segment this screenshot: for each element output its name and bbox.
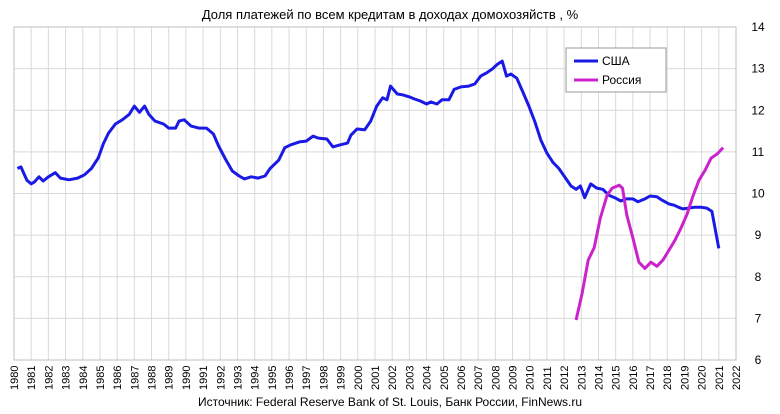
y-tick-label: 14 — [751, 20, 765, 34]
x-tick-label: 2012 — [559, 366, 571, 390]
x-tick-label: 1986 — [112, 366, 124, 390]
x-tick-label: 2022 — [731, 366, 743, 390]
x-tick-label: 2000 — [353, 366, 365, 390]
y-tick-label: 10 — [751, 187, 765, 201]
x-tick-label: 2018 — [662, 366, 674, 390]
x-tick-label: 1980 — [9, 366, 21, 390]
x-tick-label: 1985 — [95, 366, 107, 390]
source-note: Источник: Federal Reserve Bank of St. Lo… — [198, 395, 582, 409]
x-tick-label: 1997 — [301, 366, 313, 390]
x-tick-label: 1998 — [318, 366, 330, 390]
x-tick-label: 1987 — [129, 366, 141, 390]
x-tick-label: 2019 — [679, 366, 691, 390]
x-tick-label: 1991 — [198, 366, 210, 390]
x-tick-label: 2011 — [542, 366, 554, 390]
x-tick-label: 1993 — [232, 366, 244, 390]
x-tick-label: 2017 — [645, 366, 657, 390]
x-tick-label: 1984 — [78, 366, 90, 390]
x-tick-label: 1999 — [336, 366, 348, 390]
y-tick-label: 7 — [755, 311, 762, 325]
x-tick-label: 2021 — [714, 366, 726, 390]
x-tick-label: 2009 — [508, 366, 520, 390]
x-tick-label: 1989 — [164, 366, 176, 390]
x-tick-label: 2005 — [439, 366, 451, 390]
x-tick-label: 1990 — [181, 366, 193, 390]
y-tick-label: 11 — [752, 145, 765, 159]
legend-box — [565, 47, 667, 93]
y-tick-label: 13 — [751, 62, 765, 76]
x-tick-label: 1995 — [267, 366, 279, 390]
y-tick-label: 8 — [755, 270, 762, 284]
legend-label: США — [602, 54, 630, 68]
x-tick-label: 1983 — [61, 366, 73, 390]
x-tick-label: 2013 — [576, 366, 588, 390]
x-tick-label: 2007 — [473, 366, 485, 390]
y-tick-label: 9 — [755, 228, 762, 242]
x-tick-label: 2014 — [593, 366, 605, 390]
x-tick-label: 1988 — [147, 366, 159, 390]
chart-title: Доля платежей по всем кредитам в доходах… — [202, 7, 579, 22]
x-tick-label: 2006 — [456, 366, 468, 390]
legend-label: Россия — [602, 73, 641, 87]
series-line — [16, 59, 721, 249]
x-tick-label: 2001 — [370, 366, 382, 390]
x-tick-label: 2016 — [628, 366, 640, 390]
x-tick-label: 2004 — [422, 366, 434, 390]
x-tick-label: 1982 — [43, 366, 55, 390]
x-tick-label: 2008 — [490, 366, 502, 390]
y-tick-label: 6 — [755, 353, 762, 367]
x-tick-label: 2010 — [525, 366, 537, 390]
x-tick-label: 1981 — [26, 366, 38, 390]
x-tick-label: 2020 — [697, 366, 709, 390]
y-tick-label: 12 — [751, 103, 765, 117]
x-tick-label: 1994 — [250, 366, 262, 390]
series-line — [574, 146, 725, 321]
x-tick-label: 2015 — [611, 366, 623, 390]
x-tick-label: 2003 — [404, 366, 416, 390]
x-tick-label: 2002 — [387, 366, 399, 390]
x-tick-label: 1992 — [215, 366, 227, 390]
x-tick-label: 1996 — [284, 366, 296, 390]
plot-frame — [13, 26, 737, 361]
